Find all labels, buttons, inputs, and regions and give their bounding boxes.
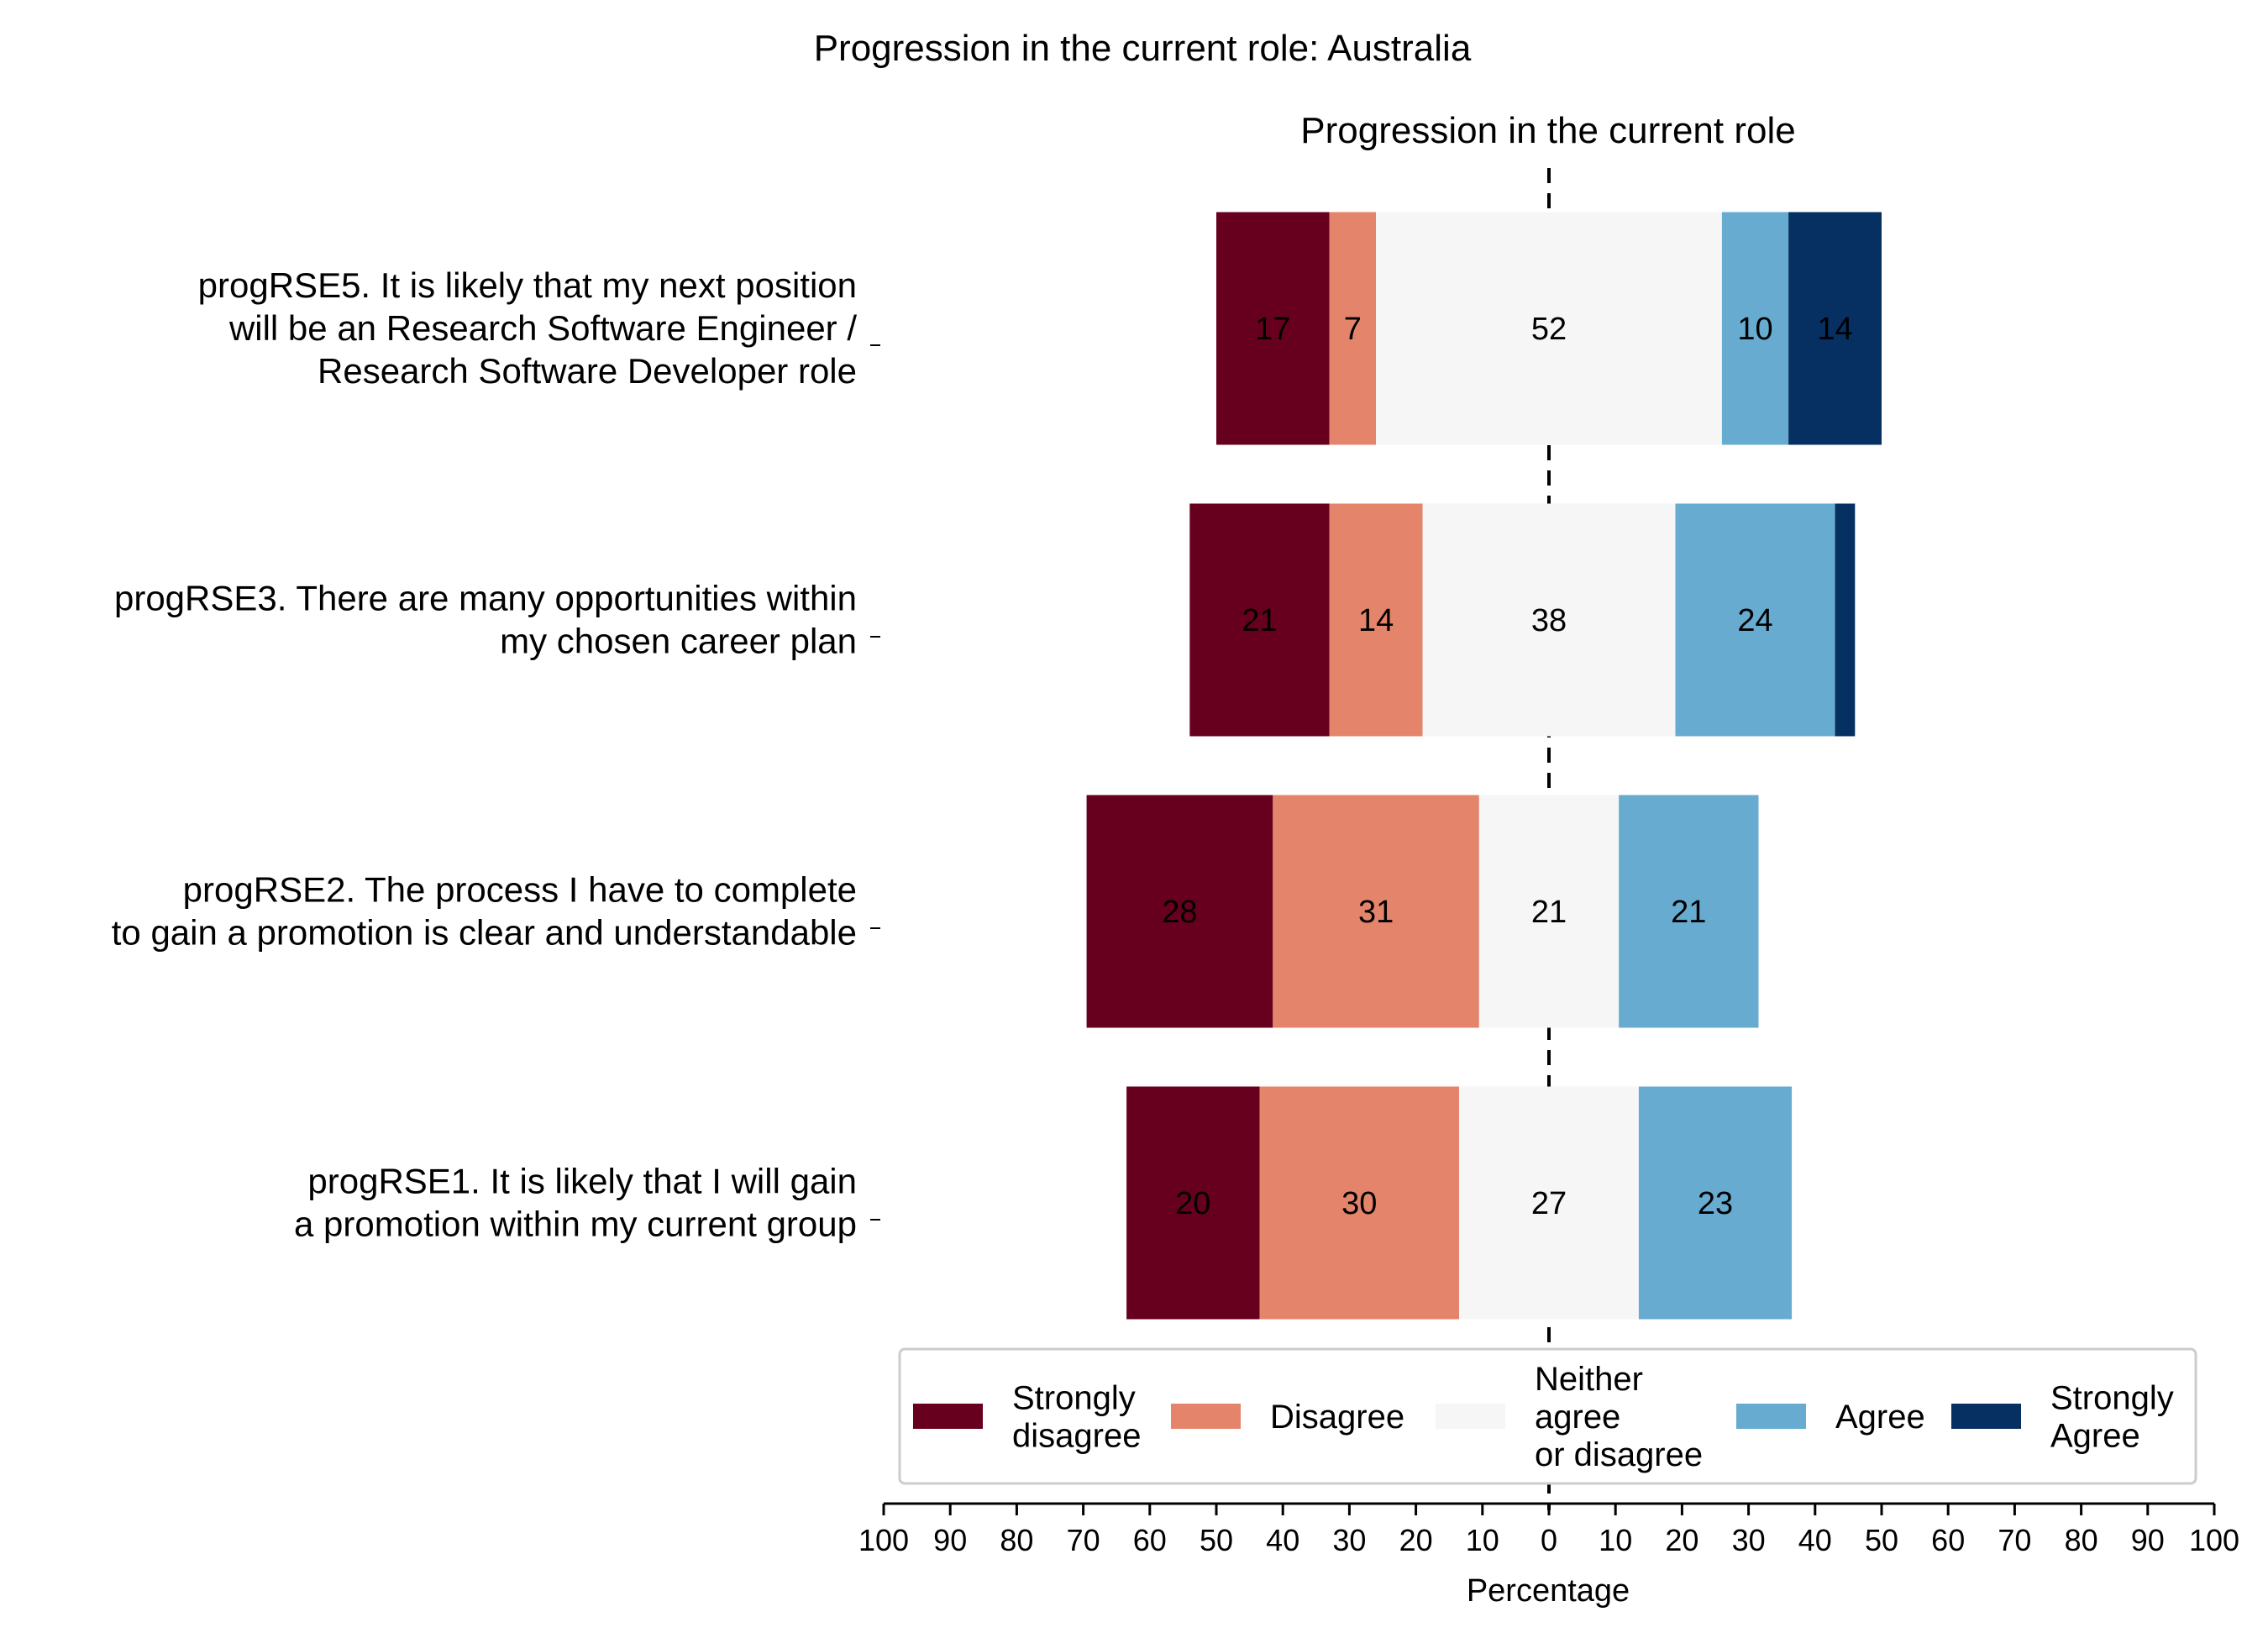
bar-segment	[1189, 503, 1330, 737]
legend-swatch	[913, 1404, 983, 1429]
legend-label: agree	[1535, 1399, 1620, 1436]
bar-value-label: 52	[1531, 312, 1567, 347]
x-tick-label: 60	[1931, 1523, 1965, 1557]
x-tick-label: 70	[1067, 1523, 1100, 1557]
bar-value-label: 14	[1358, 603, 1394, 638]
bar-segment	[1619, 795, 1759, 1028]
x-tick-label: 10	[1599, 1523, 1632, 1557]
x-tick-label: 100	[2189, 1523, 2239, 1557]
bar-value-label: 38	[1531, 603, 1567, 638]
bar-segment	[1835, 503, 1856, 737]
category-label: a promotion within my current group	[294, 1205, 857, 1244]
legend-label: Strongly	[1012, 1380, 1136, 1417]
bar-segment	[1675, 503, 1835, 737]
bar-value-label: 7	[1344, 312, 1362, 347]
bar-value-label: 24	[1737, 603, 1772, 638]
category-label: progRSE2. The process I have to complete	[183, 870, 857, 910]
category-label: to gain a promotion is clear and underst…	[112, 913, 857, 953]
bar-segment	[1478, 795, 1620, 1028]
legend-label: disagree	[1012, 1418, 1141, 1455]
x-tick-label: 10	[1466, 1523, 1499, 1557]
x-tick-label: 100	[858, 1523, 909, 1557]
bar-value-label: 10	[1737, 312, 1772, 347]
bar-segment	[1788, 212, 1882, 445]
bar-value-label: 21	[1242, 603, 1277, 638]
bar-value-label: 30	[1341, 1186, 1377, 1221]
bar-label-group: 17 7 52 10 14 21 14 38 24 28 31 21 21 20 30 27 23	[1162, 312, 1852, 1221]
bar-segment	[1459, 1086, 1639, 1320]
x-tick-label: 40	[1266, 1523, 1299, 1557]
legend-swatch	[1436, 1404, 1505, 1429]
x-tick-label: 80	[2065, 1523, 2098, 1557]
legend-swatch	[1951, 1404, 2021, 1429]
legend-label: or disagree	[1535, 1436, 1703, 1473]
category-label: progRSE5. It is likely that my next posi…	[198, 265, 857, 305]
x-axis: 100 90 80 70 60 50 40 30 20 10 0 10 20 30 40 50 60 70 80 90…	[858, 1502, 2239, 1557]
legend-label: Neither	[1535, 1361, 1643, 1398]
bar-value-label: 20	[1175, 1186, 1210, 1221]
bar-segment	[1422, 503, 1676, 737]
bar-value-label: 27	[1531, 1186, 1567, 1221]
x-tick-label: 50	[1865, 1523, 1898, 1557]
legend-box	[898, 1347, 2197, 1485]
x-tick-label: 40	[1798, 1523, 1832, 1557]
x-tick-label: 90	[933, 1523, 967, 1557]
legend-swatch	[1736, 1404, 1806, 1429]
legend-swatch	[1171, 1404, 1241, 1429]
x-tick-label: 20	[1399, 1523, 1433, 1557]
bar-value-label: 31	[1358, 895, 1394, 930]
bar-group	[1086, 212, 1882, 1320]
legend-label: Disagree	[1270, 1399, 1404, 1436]
bar-segment	[1086, 795, 1273, 1028]
x-tick-label: 30	[1332, 1523, 1366, 1557]
category-label: Research Software Developer role	[318, 351, 857, 391]
x-tick-label: 20	[1665, 1523, 1698, 1557]
x-tick-label: 30	[1732, 1523, 1766, 1557]
bar-value-label: 17	[1255, 312, 1290, 347]
x-tick-label: 60	[1133, 1523, 1167, 1557]
legend-label: Agree	[2050, 1418, 2140, 1455]
bar-value-label: 23	[1698, 1186, 1733, 1221]
bar-value-label: 21	[1531, 895, 1567, 930]
bar-value-label: 21	[1671, 895, 1706, 930]
legend-label: Strongly	[2050, 1380, 2174, 1417]
x-tick-label: 70	[1998, 1523, 2031, 1557]
category-label: progRSE1. It is likely that I will gain	[307, 1162, 857, 1201]
chart-title: Progression in the current role	[1300, 110, 1795, 151]
category-label: progRSE3. There are many opportunities w…	[114, 579, 857, 618]
bar-segment	[1259, 1086, 1460, 1320]
x-axis-label: Percentage	[1467, 1573, 1630, 1609]
x-tick-label: 90	[2131, 1523, 2165, 1557]
x-tick-label: 50	[1200, 1523, 1233, 1557]
bar-segment	[1273, 795, 1479, 1028]
bar-segment	[1721, 212, 1789, 445]
category-label: will be an Research Software Engineer /	[228, 308, 857, 348]
x-tick-label: 0	[1541, 1523, 1557, 1557]
bar-segment	[1329, 503, 1423, 737]
bar-value-label: 14	[1817, 312, 1852, 347]
bar-segment	[1216, 212, 1330, 445]
bar-value-label: 28	[1162, 895, 1197, 930]
chart-suptitle: Progression in the current role: Austral…	[814, 28, 1472, 69]
bar-segment	[1638, 1086, 1793, 1320]
x-tick-label: 80	[1000, 1523, 1033, 1557]
bar-segment	[1126, 1086, 1260, 1320]
category-label-group: progRSE5. It is likely that my next posi…	[112, 265, 880, 1244]
bar-segment	[1376, 212, 1722, 445]
category-label: my chosen career plan	[500, 622, 857, 661]
legend-label: Agree	[1835, 1399, 1925, 1436]
bar-segment	[1329, 212, 1377, 445]
